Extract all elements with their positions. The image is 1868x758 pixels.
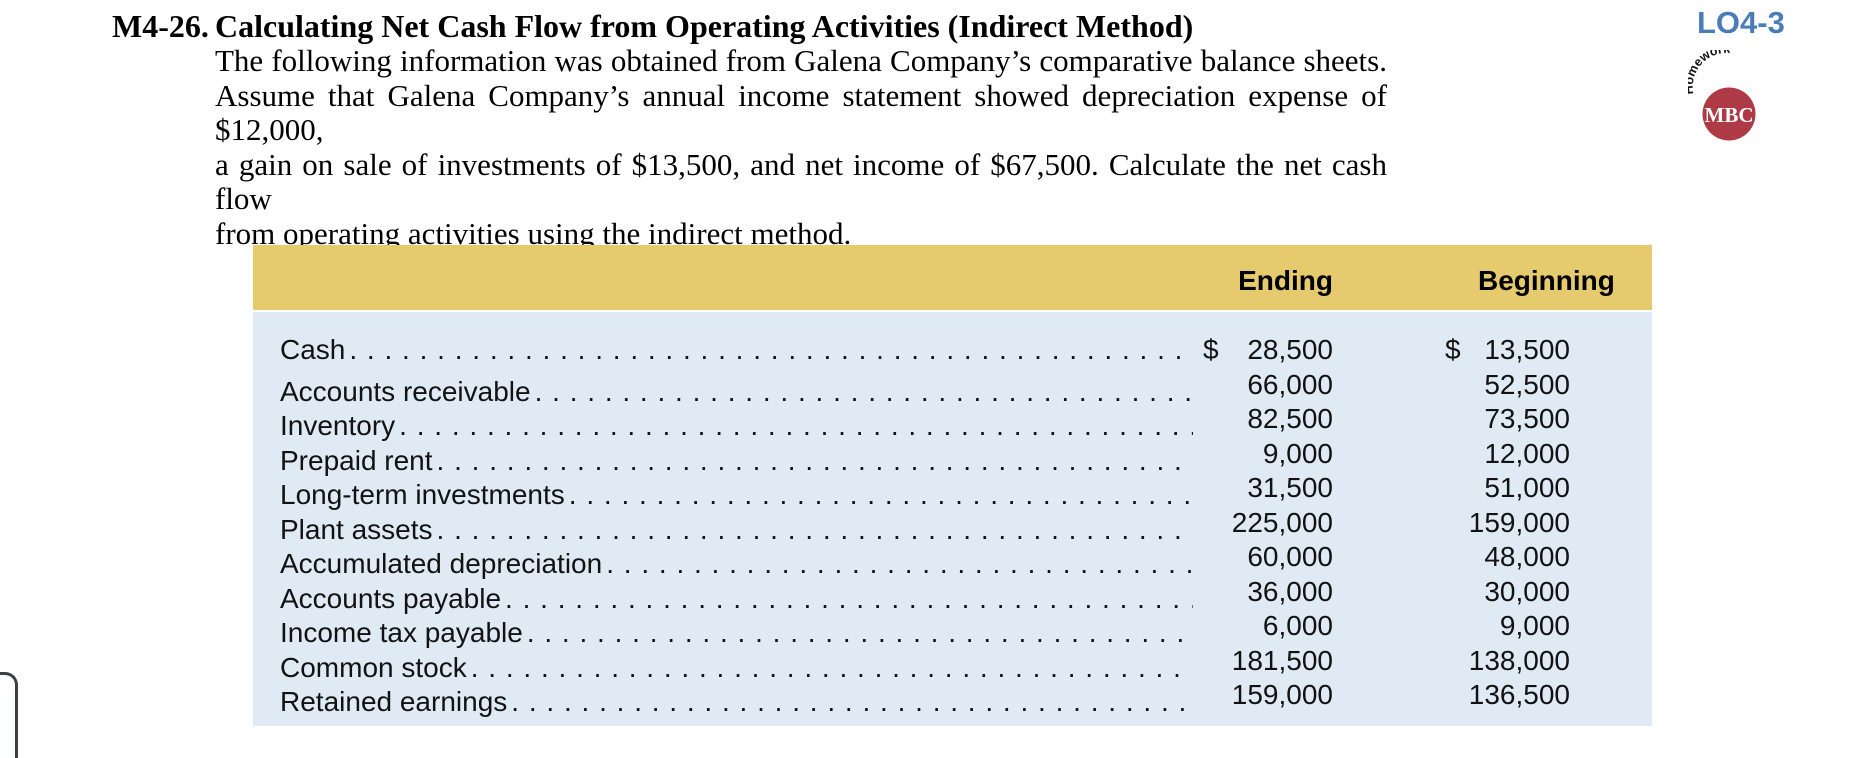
- ending-value-cell: 181,500: [1203, 645, 1333, 677]
- account-label: Accumulated depreciation: [280, 548, 603, 579]
- table-header-row: Ending Beginning: [253, 245, 1652, 312]
- table-body: Cash $ 28,500 $ 13,500 Accounts receivab…: [253, 312, 1652, 726]
- problem-number: M4-26.: [112, 8, 209, 44]
- beginning-amount: 51,000: [1484, 472, 1570, 503]
- table-row: Prepaid rent 9,000 12,000: [280, 438, 1570, 476]
- account-label: Income tax payable: [280, 617, 523, 648]
- column-header-ending: Ending: [1238, 265, 1333, 296]
- ending-value-cell: 82,500: [1203, 403, 1333, 435]
- beginning-amount: 136,500: [1468, 679, 1570, 710]
- beginning-value-cell: 30,000: [1445, 576, 1570, 608]
- beginning-value-cell: 51,000: [1445, 472, 1570, 504]
- beginning-value-cell: $ 13,500: [1445, 334, 1570, 366]
- account-label: Inventory: [280, 410, 396, 441]
- table-row: Accumulated depreciation 60,000 48,000: [280, 541, 1570, 579]
- ending-amount: 66,000: [1247, 368, 1333, 400]
- ending-value-cell: 31,500: [1203, 472, 1333, 504]
- ending-value-cell: 225,000: [1203, 507, 1333, 539]
- ending-amount: 31,500: [1247, 472, 1333, 503]
- table-row: Long-term investments 31,500 51,000: [280, 472, 1570, 510]
- ending-value-cell: 36,000: [1203, 576, 1333, 608]
- beginning-value-cell: 9,000: [1445, 610, 1570, 642]
- badge-circle-label: MBC: [1705, 103, 1754, 127]
- learning-objective-tag: LO4-3: [1697, 5, 1785, 40]
- beginning-amount: 48,000: [1484, 541, 1570, 572]
- ending-amount: 181,500: [1231, 644, 1333, 676]
- beginning-amount: 13,500: [1484, 334, 1570, 365]
- dot-leader: [349, 334, 1193, 366]
- account-label: Common stock: [280, 651, 467, 683]
- beginning-value-cell: 138,000: [1445, 645, 1570, 677]
- dot-leader: [569, 479, 1193, 511]
- paragraph-line: Assume that Galena Company’s annual inco…: [215, 77, 1387, 148]
- beginning-amount: 159,000: [1468, 506, 1570, 538]
- mbc-badge-icon: Homework MBC: [1682, 42, 1756, 141]
- ending-amount: 159,000: [1231, 679, 1333, 710]
- account-label: Cash: [280, 334, 346, 365]
- dot-leader: [511, 686, 1193, 718]
- dollar-sign: $: [1445, 334, 1461, 365]
- beginning-amount: 52,500: [1484, 368, 1570, 400]
- homework-mbc-badge: Homework MBC: [1682, 42, 1778, 150]
- paragraph-line: The following information was obtained f…: [215, 43, 1387, 78]
- table-row: Inventory 82,500 73,500: [280, 403, 1570, 441]
- account-label: Accounts receivable: [280, 375, 531, 407]
- account-label: Plant assets: [280, 513, 433, 545]
- ending-value-cell: 159,000: [1203, 679, 1333, 711]
- table-row: Cash $ 28,500 $ 13,500: [280, 334, 1570, 369]
- ending-amount: 225,000: [1231, 506, 1333, 538]
- dot-leader: [606, 548, 1193, 580]
- beginning-value-cell: 52,500: [1445, 369, 1570, 401]
- cropped-panel-corner: [0, 672, 18, 758]
- table-row: Accounts receivable 66,000 52,500: [280, 369, 1570, 407]
- ending-amount: 36,000: [1247, 575, 1333, 607]
- beginning-amount: 12,000: [1484, 437, 1570, 469]
- paragraph-line: from operating activities using the indi…: [215, 215, 852, 251]
- column-header-beginning: Beginning: [1478, 265, 1615, 296]
- account-label: Long-term investments: [280, 479, 565, 510]
- ending-amount: 60,000: [1247, 541, 1333, 572]
- table-row: Income tax payable 6,000 9,000: [280, 610, 1570, 648]
- table-row: Plant assets 225,000 159,000: [280, 507, 1570, 545]
- table-row: Common stock 181,500 138,000: [280, 645, 1570, 683]
- beginning-amount: 30,000: [1484, 575, 1570, 607]
- balance-sheet-table: Ending Beginning Cash $: [253, 245, 1652, 726]
- dot-leader: [535, 376, 1193, 408]
- dot-leader: [437, 445, 1193, 477]
- ending-amount: 6,000: [1262, 610, 1333, 641]
- dot-leader: [527, 617, 1193, 649]
- ending-amount: 9,000: [1262, 437, 1333, 469]
- ending-value-cell: 60,000: [1203, 541, 1333, 573]
- problem-statement: The following information was obtained f…: [215, 43, 1387, 252]
- beginning-amount: 138,000: [1468, 644, 1570, 676]
- beginning-amount: 9,000: [1499, 610, 1570, 641]
- ending-value-cell: 9,000: [1203, 438, 1333, 470]
- dot-leader: [471, 652, 1193, 684]
- beginning-value-cell: 12,000: [1445, 438, 1570, 470]
- ending-amount: 82,500: [1247, 403, 1333, 434]
- paragraph-line: a gain on sale of investments of $13,500…: [215, 146, 1387, 217]
- ending-value-cell: $ 28,500: [1203, 334, 1333, 366]
- ending-value-cell: 6,000: [1203, 610, 1333, 642]
- beginning-value-cell: 136,500: [1445, 679, 1570, 711]
- problem-title: Calculating Net Cash Flow from Operating…: [215, 8, 1194, 44]
- table-row: Accounts payable 36,000 30,000: [280, 576, 1570, 614]
- beginning-value-cell: 48,000: [1445, 541, 1570, 573]
- account-label: Retained earnings: [280, 686, 508, 717]
- account-label: Prepaid rent: [280, 444, 433, 476]
- beginning-amount: 73,500: [1484, 403, 1570, 434]
- ending-amount: 28,500: [1247, 334, 1333, 365]
- dollar-sign: $: [1203, 334, 1219, 365]
- ending-value-cell: 66,000: [1203, 369, 1333, 401]
- dot-leader: [437, 514, 1193, 546]
- beginning-value-cell: 159,000: [1445, 507, 1570, 539]
- beginning-value-cell: 73,500: [1445, 403, 1570, 435]
- account-label: Accounts payable: [280, 582, 502, 614]
- dot-leader: [399, 410, 1193, 442]
- table-row: Retained earnings 159,000 136,500: [280, 679, 1570, 717]
- dot-leader: [505, 583, 1193, 615]
